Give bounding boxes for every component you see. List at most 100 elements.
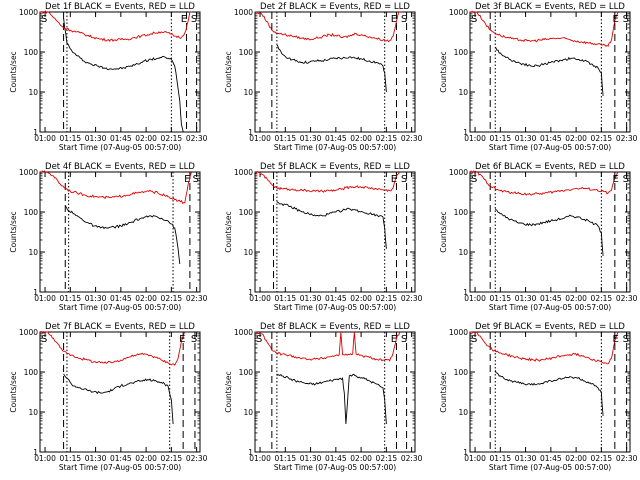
y-axis-label: Counts/sec xyxy=(9,371,18,412)
events-series-line xyxy=(494,208,604,256)
x-tick-label: 02:00 xyxy=(565,454,587,463)
y-tick-label: 10 xyxy=(243,408,253,417)
x-axis-label: Start Time (07-Aug-05 00:57:00) xyxy=(59,463,181,472)
marker-label: E xyxy=(181,14,187,25)
y-tick-label: 1 xyxy=(463,288,468,297)
x-tick-label: 02:15 xyxy=(161,294,183,303)
y-tick-label: 1000 xyxy=(449,328,468,337)
x-tick-label: 01:15 xyxy=(60,134,82,143)
y-axis-label: Counts/sec xyxy=(224,211,233,252)
y-tick-label: 10 xyxy=(458,408,468,417)
x-tick-label: 02:00 xyxy=(565,134,587,143)
x-tick-label: 02:15 xyxy=(591,134,613,143)
marker-label: S xyxy=(401,334,407,345)
panel-title: Det 9f BLACK = Events, RED = LLD xyxy=(475,322,625,332)
y-tick-label: 10 xyxy=(243,248,253,257)
x-tick-label: 01:30 xyxy=(300,294,322,303)
lld-series-line xyxy=(39,170,193,204)
plot-frame xyxy=(469,171,631,293)
events-series-line xyxy=(276,373,387,425)
y-tick-label: 10 xyxy=(458,88,468,97)
y-tick-label: 1 xyxy=(463,128,468,137)
x-tick-label: 01:00 xyxy=(34,454,56,463)
y-tick-label: 10 xyxy=(458,248,468,257)
x-tick-label: 01:15 xyxy=(275,294,297,303)
y-tick-label: 100 xyxy=(24,368,39,377)
x-tick-label: 01:00 xyxy=(249,134,271,143)
y-tick-label: 100 xyxy=(24,208,39,217)
plot-frame xyxy=(39,11,201,133)
y-tick-label: 1000 xyxy=(449,8,468,17)
y-axis-label: Counts/sec xyxy=(439,211,448,252)
x-axis-label: Start Time (07-Aug-05 00:57:00) xyxy=(274,463,396,472)
plot-frame xyxy=(254,171,416,293)
x-axis-label: Start Time (07-Aug-05 00:57:00) xyxy=(274,303,396,312)
marker-label: E xyxy=(612,14,618,25)
x-tick-label: 01:30 xyxy=(85,294,107,303)
x-axis-label: Start Time (07-Aug-05 00:57:00) xyxy=(59,303,181,312)
y-tick-label: 10 xyxy=(243,88,253,97)
lld-series-line xyxy=(469,331,619,365)
panel-title: Det 5f BLACK = Events, RED = LLD xyxy=(260,162,410,172)
x-tick-label: 02:30 xyxy=(616,134,638,143)
x-tick-label: 02:30 xyxy=(616,294,638,303)
x-tick-label: 01:00 xyxy=(249,454,271,463)
x-tick-label: 01:45 xyxy=(110,294,132,303)
x-tick-label: 02:15 xyxy=(376,294,398,303)
x-tick-label: 01:45 xyxy=(325,294,347,303)
x-tick-label: 02:15 xyxy=(591,454,613,463)
x-tick-label: 01:45 xyxy=(325,134,347,143)
lld-series-line xyxy=(39,330,186,366)
marker-label: E xyxy=(612,174,618,185)
y-tick-label: 100 xyxy=(239,368,254,377)
x-tick-label: 02:00 xyxy=(135,454,157,463)
x-tick-label: 01:00 xyxy=(464,134,486,143)
marker-label: S xyxy=(623,334,629,345)
y-tick-label: 1000 xyxy=(19,168,38,177)
x-tick-label: 01:45 xyxy=(110,454,132,463)
y-tick-label: 1 xyxy=(248,448,253,457)
marker-label: S xyxy=(401,174,407,185)
x-axis-label: Start Time (07-Aug-05 00:57:00) xyxy=(59,143,181,152)
x-tick-label: 02:15 xyxy=(376,454,398,463)
x-tick-label: 02:15 xyxy=(591,294,613,303)
events-series-line xyxy=(65,205,181,265)
x-tick-label: 01:30 xyxy=(300,134,322,143)
events-series-line xyxy=(63,18,184,133)
marker-label: E xyxy=(179,334,185,345)
y-tick-label: 1000 xyxy=(234,328,253,337)
x-tick-label: 01:15 xyxy=(490,294,512,303)
panel-title: Det 1f BLACK = Events, RED = LLD xyxy=(45,2,195,12)
y-tick-label: 1000 xyxy=(234,8,253,17)
x-tick-label: 01:30 xyxy=(85,454,107,463)
lld-series-line xyxy=(39,10,192,42)
x-tick-label: 01:30 xyxy=(300,454,322,463)
y-tick-label: 100 xyxy=(24,48,39,57)
lld-series-line xyxy=(254,170,401,193)
x-tick-label: 02:30 xyxy=(186,294,208,303)
y-tick-label: 100 xyxy=(454,368,469,377)
x-tick-label: 02:15 xyxy=(161,454,183,463)
x-tick-label: 02:15 xyxy=(161,134,183,143)
x-tick-label: 02:30 xyxy=(186,454,208,463)
x-tick-label: 01:15 xyxy=(490,454,512,463)
x-axis-label: Start Time (07-Aug-05 00:57:00) xyxy=(489,143,611,152)
panel-title: Det 4f BLACK = Events, RED = LLD xyxy=(45,162,195,172)
y-tick-label: 1 xyxy=(463,448,468,457)
x-tick-label: 01:15 xyxy=(60,454,82,463)
marker-label: E xyxy=(391,14,397,25)
marker-label: S xyxy=(471,14,477,25)
marker-label: S xyxy=(191,334,197,345)
marker-label: S xyxy=(256,334,262,345)
y-tick-label: 1 xyxy=(33,288,38,297)
marker-label: S xyxy=(191,14,197,25)
y-tick-label: 10 xyxy=(28,248,38,257)
x-tick-label: 01:15 xyxy=(490,134,512,143)
x-tick-label: 02:30 xyxy=(186,134,208,143)
x-tick-label: 02:00 xyxy=(350,294,372,303)
x-tick-label: 01:45 xyxy=(540,134,562,143)
lld-series-line xyxy=(254,331,401,362)
x-tick-label: 01:15 xyxy=(60,294,82,303)
events-series-line xyxy=(63,373,174,425)
x-axis-label: Start Time (07-Aug-05 00:57:00) xyxy=(274,143,396,152)
